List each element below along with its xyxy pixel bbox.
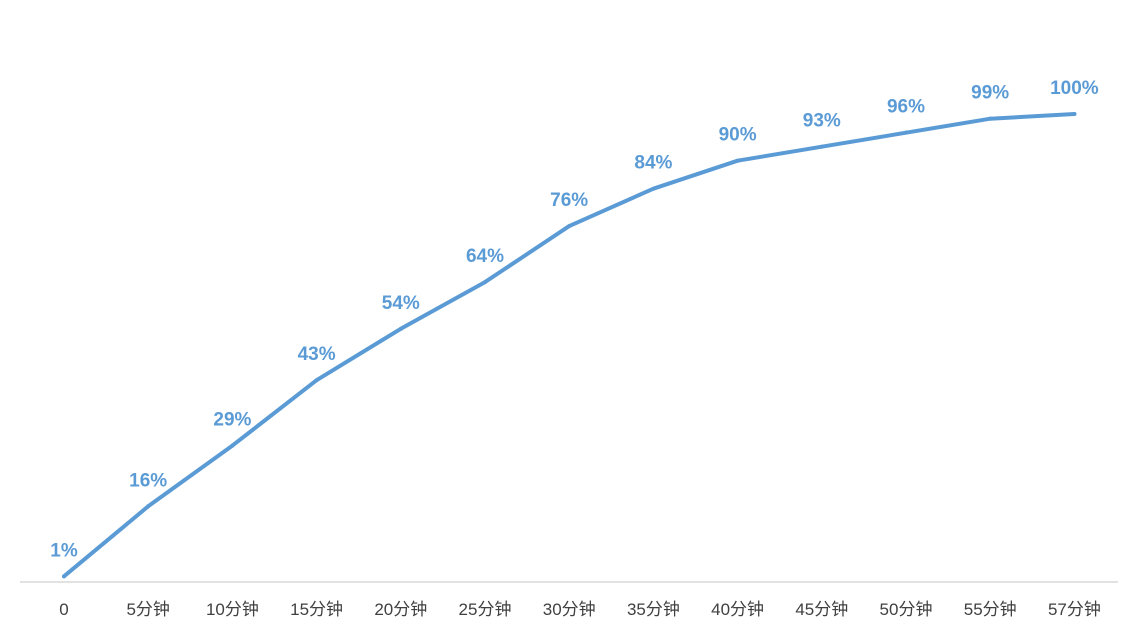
series-group (62, 112, 1077, 579)
data-label: 54% (382, 293, 420, 314)
drop-lines (147, 114, 1076, 581)
data-labels: 1% 16% 29% 43% 54% 64% 76% 84% 90% 93% 96% 99% 100% (50, 78, 1099, 561)
x-tick-label: 15分钟 (290, 600, 343, 619)
data-point (651, 186, 656, 191)
data-label: 76% (550, 190, 588, 211)
x-tick-label: 35分钟 (627, 600, 680, 619)
data-point (735, 158, 740, 163)
data-label: 90% (719, 125, 757, 146)
x-tick-label: 55分钟 (964, 600, 1017, 619)
x-tick-label: 20分钟 (374, 600, 427, 619)
x-tick-label: 57分钟 (1048, 600, 1101, 619)
x-tick-label: 30分钟 (543, 600, 596, 619)
data-point (567, 224, 572, 229)
x-tick-label: 25分钟 (459, 600, 512, 619)
data-label: 93% (803, 111, 841, 132)
x-tick-label: 10分钟 (206, 600, 259, 619)
x-tick-labels: 0 5分钟 10分钟 15分钟 20分钟 25分钟 30分钟 35分钟 40分钟 45分钟 50分钟… (59, 600, 1101, 619)
data-point (1072, 112, 1077, 116)
x-tick-label: 0 (59, 600, 68, 619)
data-point (398, 326, 403, 331)
data-label: 96% (887, 97, 925, 118)
data-point (62, 574, 66, 579)
data-point (314, 378, 319, 383)
data-label: 99% (971, 83, 1009, 104)
data-label: 64% (466, 246, 504, 267)
data-point (146, 504, 151, 509)
data-label: 16% (129, 470, 167, 491)
data-label: 29% (213, 410, 251, 431)
data-point (904, 130, 908, 135)
x-tick-label: 5分钟 (126, 600, 169, 619)
data-label: 1% (50, 540, 78, 561)
data-point (230, 443, 235, 448)
data-point (819, 144, 824, 149)
x-tick-label: 45分钟 (795, 600, 848, 619)
data-point (483, 280, 487, 285)
x-tick-label: 50分钟 (880, 600, 933, 619)
data-label: 84% (634, 153, 672, 174)
x-tick-label: 40分钟 (711, 600, 764, 619)
data-label: 43% (298, 344, 336, 365)
data-label: 100% (1050, 78, 1099, 99)
data-point (988, 116, 993, 121)
